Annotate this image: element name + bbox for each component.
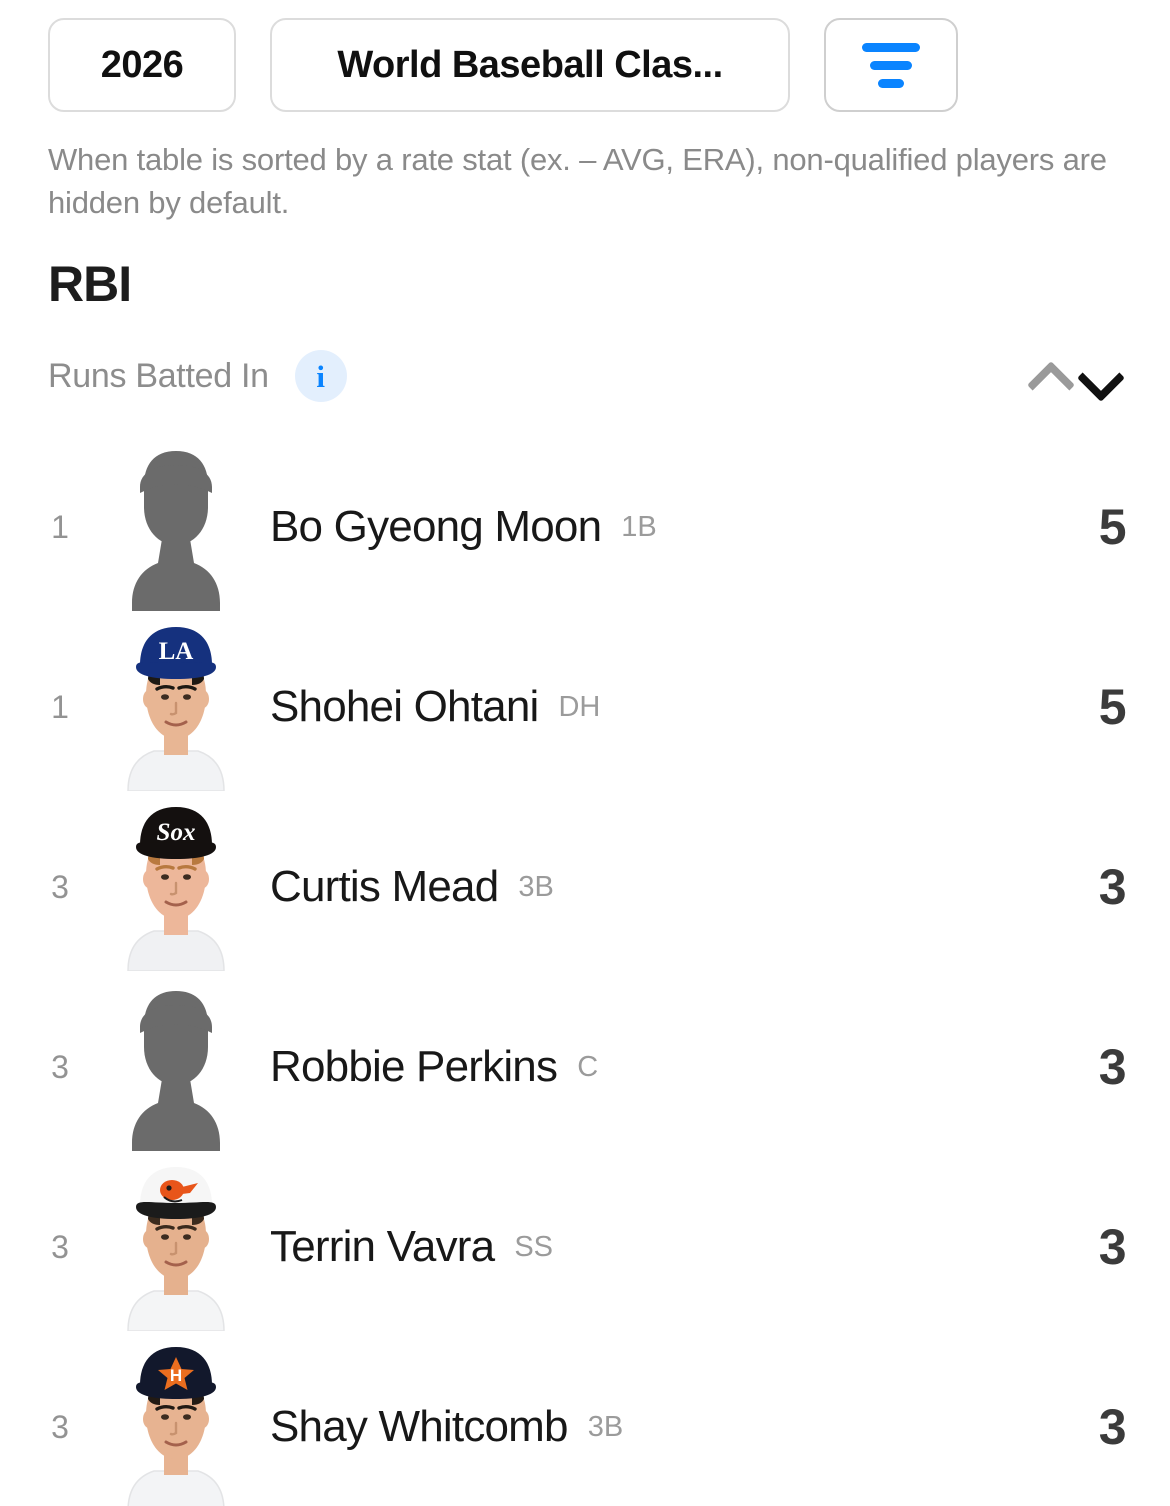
leaderboard-row[interactable]: 3 Terrin Vavra SS 3: [0, 1157, 1170, 1337]
league-filter-label: World Baseball Clas...: [337, 43, 723, 86]
league-filter-button[interactable]: World Baseball Clas...: [270, 18, 790, 112]
rank-value: 1: [51, 688, 69, 725]
rank-value: 3: [51, 1048, 69, 1085]
rank-value: 3: [51, 868, 69, 905]
qualified-players-note: When table is sorted by a rate stat (ex.…: [48, 142, 1107, 220]
rank-value: 3: [51, 1228, 69, 1265]
filter-bar: 2026 World Baseball Clas...: [48, 18, 958, 112]
stat-full-name: Runs Batted In: [48, 356, 269, 395]
player-name[interactable]: Curtis Mead: [270, 862, 499, 911]
player-name[interactable]: Bo Gyeong Moon: [270, 502, 602, 551]
player-name[interactable]: Terrin Vavra: [270, 1222, 495, 1271]
leaderboard-row[interactable]: 1 LA Shohei Ohtani DH 5: [0, 617, 1170, 797]
player-position: DH: [558, 690, 601, 723]
svg-text:LA: LA: [159, 638, 194, 665]
season-filter-button[interactable]: 2026: [48, 18, 236, 112]
svg-text:H: H: [170, 1366, 182, 1385]
leaderboard-row[interactable]: 3 Sox Curtis Mead 3B 3: [0, 797, 1170, 977]
stat-value: 3: [1098, 1219, 1127, 1275]
player-headshot-avatar: Sox: [120, 803, 232, 971]
leaderboard-row[interactable]: 3 Robbie Perkins C 3: [0, 977, 1170, 1157]
player-position: SS: [514, 1230, 554, 1263]
player-position: C: [577, 1050, 599, 1083]
player-name[interactable]: Shay Whitcomb: [270, 1402, 569, 1451]
stat-value: 5: [1098, 679, 1127, 735]
rank-value: 3: [51, 1408, 69, 1445]
rank-value: 1: [51, 508, 69, 545]
filter-options-button[interactable]: [824, 18, 958, 112]
season-filter-label: 2026: [100, 43, 184, 86]
stat-subheader-row: Runs Batted In i: [48, 350, 1122, 402]
leaderboard-row[interactable]: 1 Bo Gyeong Moon 1B 5: [0, 437, 1170, 617]
player-headshot-avatar: [120, 1163, 232, 1331]
player-silhouette-avatar: [120, 443, 232, 611]
stat-value: 3: [1098, 1399, 1127, 1455]
stat-abbreviation-title: RBI: [48, 256, 132, 312]
info-icon[interactable]: i: [294, 350, 347, 402]
stat-value: 3: [1098, 1039, 1127, 1095]
player-name[interactable]: Robbie Perkins: [270, 1042, 558, 1091]
stat-value: 5: [1098, 499, 1127, 555]
player-position: 3B: [518, 870, 554, 903]
player-headshot-avatar: LA: [120, 623, 232, 791]
leaderboard-list: 1 Bo Gyeong Moon 1B 5 1 LA Shohei Ohtani DH 5 3 So…: [0, 437, 1170, 1506]
player-name[interactable]: Shohei Ohtani: [270, 682, 539, 731]
leaderboard-row[interactable]: 3 H Shay Whitcomb 3B 3: [0, 1337, 1170, 1506]
player-headshot-avatar: H: [120, 1343, 232, 1506]
stat-value: 3: [1098, 859, 1127, 915]
chevron-down-icon[interactable]: [1076, 361, 1122, 391]
filter-lines-icon: [862, 42, 920, 88]
info-icon-letter: i: [316, 358, 326, 394]
chevron-up-icon[interactable]: [1026, 361, 1072, 391]
player-position: 1B: [621, 510, 657, 543]
svg-text:Sox: Sox: [157, 819, 196, 846]
player-silhouette-avatar: [120, 983, 232, 1151]
sort-toggle[interactable]: [1026, 361, 1122, 391]
player-position: 3B: [587, 1410, 624, 1443]
